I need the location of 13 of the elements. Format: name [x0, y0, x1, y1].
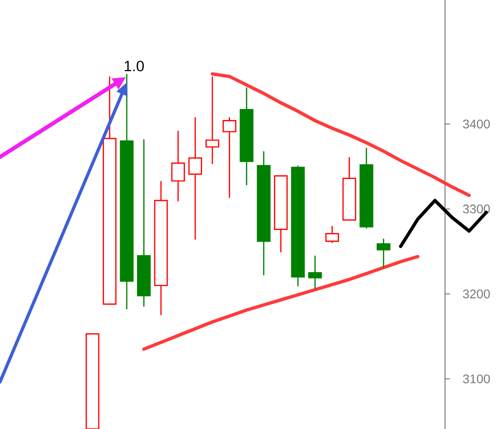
y-tick-label: 3200: [462, 289, 490, 298]
candlestick: [376, 238, 390, 268]
y-tick-label: 3300: [462, 204, 490, 214]
candlestick: [308, 255, 322, 290]
y-tick-label: 3400: [462, 120, 490, 128]
candlestick: [325, 225, 340, 244]
y-tick-label: 3100: [462, 374, 490, 384]
candlestick: [222, 116, 236, 199]
candlestick: [205, 76, 220, 165]
annotation: 1.0: [124, 60, 144, 72]
line-series: [399, 198, 488, 248]
candlestick: [188, 116, 202, 240]
candlestick: [171, 130, 185, 202]
